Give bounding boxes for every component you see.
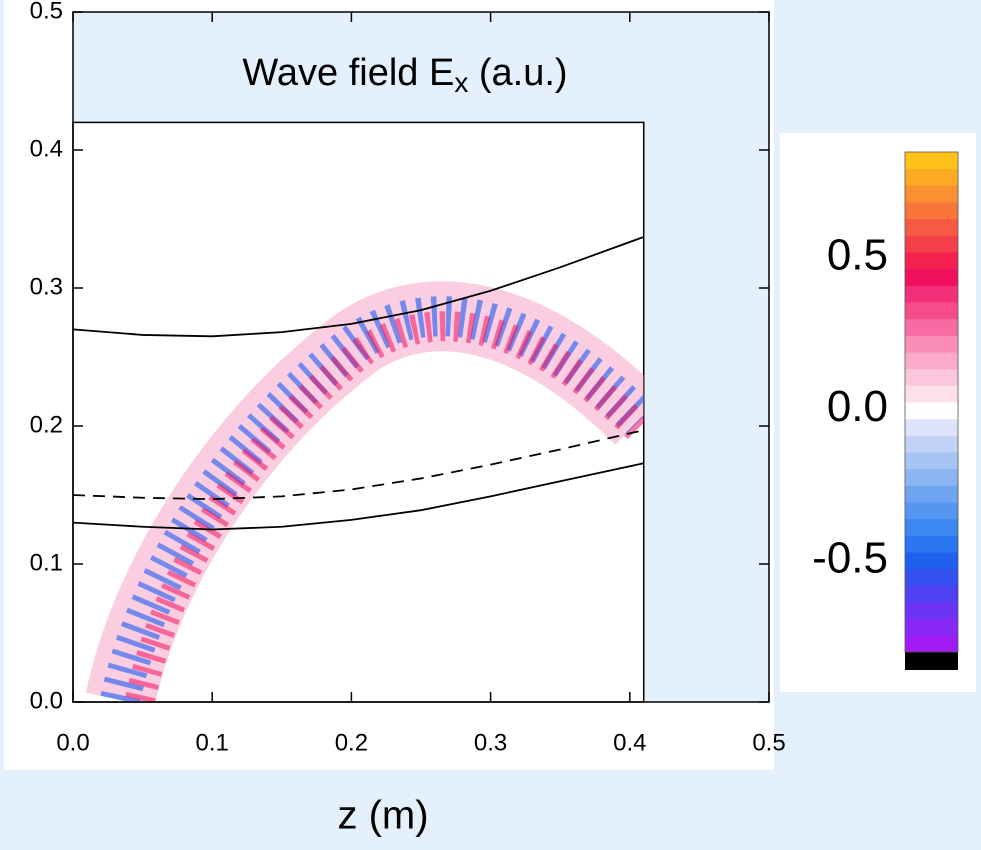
colorbar-frame	[904, 151, 959, 653]
colorbar-swatch	[905, 235, 958, 253]
title-suffix: (a.u.)	[468, 52, 567, 94]
plot-frame	[72, 11, 770, 703]
x-tick-label: 0.4	[613, 729, 646, 756]
colorbar-swatch	[905, 352, 958, 370]
colorbar-swatch	[905, 402, 958, 420]
colorbar-swatch	[905, 202, 958, 220]
x-tick-label: 0.2	[335, 729, 368, 756]
x-axis-label: z (m)	[337, 794, 428, 838]
colorbar-swatch	[905, 535, 958, 553]
colorbar-swatch	[905, 552, 958, 570]
boundary-curve	[72, 462, 644, 531]
colorbar-swatch	[905, 318, 958, 336]
y-tick-label: 0.1	[30, 549, 63, 576]
colorbar-tick-label: 0.5	[827, 231, 888, 280]
wave-field-sketch	[85, 281, 644, 702]
x-tick-label: 0.5	[752, 729, 785, 756]
x-tick-label: 0.3	[474, 729, 507, 756]
colorbar-swatch	[905, 168, 958, 186]
colorbar-under	[905, 652, 958, 670]
colorbar-swatch	[905, 502, 958, 520]
colorbar-swatch	[905, 518, 958, 536]
colorbar-swatch	[905, 368, 958, 386]
x-tick-label: 0.1	[196, 729, 229, 756]
colorbar-swatch	[905, 468, 958, 486]
wave-fringes	[100, 296, 644, 702]
colorbar-swatch	[905, 418, 958, 436]
y-tick-label: 0.2	[30, 411, 63, 438]
colorbar-swatch	[905, 568, 958, 586]
wave-fringes	[125, 311, 644, 702]
boundary-curve	[72, 429, 644, 501]
colorbar-swatch	[905, 602, 958, 620]
title-subscript: x	[454, 67, 468, 98]
title-main: Wave field E	[242, 52, 454, 94]
x-tick-label: 0.0	[56, 729, 89, 756]
y-tick-label: 0.3	[30, 273, 63, 300]
colorbar-swatch	[905, 252, 958, 270]
colorbar-swatch	[905, 485, 958, 503]
y-tick-label: 0.4	[30, 135, 63, 162]
colorbar-swatch	[905, 185, 958, 203]
y-tick-label: 0.0	[30, 687, 63, 714]
colorbar-tick-label: 0.0	[827, 382, 888, 431]
colorbar-swatch	[905, 452, 958, 470]
colorbar-swatch	[905, 618, 958, 636]
colorbar-tick-label: -0.5	[812, 534, 888, 583]
colorbar-swatch	[905, 335, 958, 353]
colorbar-swatch	[905, 585, 958, 603]
colorbar-swatch	[905, 285, 958, 303]
chart-title: Wave field Ex (a.u.)	[242, 52, 567, 98]
colorbar-swatch	[905, 152, 958, 170]
colorbar-swatch	[905, 268, 958, 286]
colorbar-swatch	[905, 435, 958, 453]
colorbar-swatch	[905, 635, 958, 653]
colorbar-swatch	[905, 302, 958, 320]
colorbar-swatch	[905, 218, 958, 236]
boundary-curve	[72, 236, 645, 338]
y-tick-label: 0.5	[30, 0, 63, 24]
colorbar-swatch	[905, 385, 958, 403]
